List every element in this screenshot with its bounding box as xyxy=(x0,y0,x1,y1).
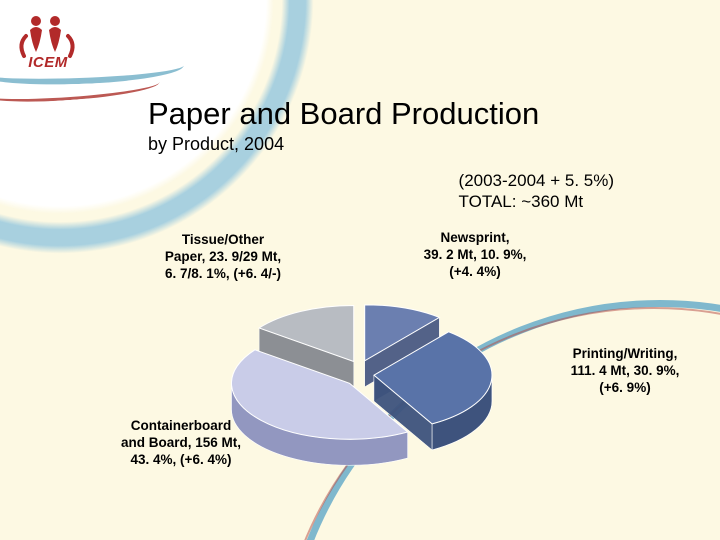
label-news-l2: 39. 2 Mt, 10. 9%, xyxy=(424,247,527,262)
label-printing: Printing/Writing, 111. 4 Mt, 30. 9%, (+6… xyxy=(540,346,710,397)
label-newsprint: Newsprint, 39. 2 Mt, 10. 9%, (+4. 4%) xyxy=(400,230,550,281)
logo-figures-icon xyxy=(14,12,82,60)
label-print-l2: 111. 4 Mt, 30. 9%, xyxy=(571,363,680,378)
label-tissue-l2: Paper, 23. 9/29 Mt, xyxy=(165,249,281,264)
label-board-l2: and Board, 156 Mt, xyxy=(121,435,241,450)
label-news-l1: Newsprint, xyxy=(440,230,509,245)
slide-subtitle: by Product, 2004 xyxy=(148,134,539,155)
label-print-l3: (+6. 9%) xyxy=(599,380,650,395)
label-tissue-l3: 6. 7/8. 1%, (+6. 4/-) xyxy=(165,266,281,281)
slide-title: Paper and Board Production xyxy=(148,96,539,132)
label-tissue-l1: Tissue/Other xyxy=(182,232,264,247)
label-print-l1: Printing/Writing, xyxy=(573,346,678,361)
label-board-l1: Containerboard xyxy=(131,418,232,433)
label-containerboard: Containerboard and Board, 156 Mt, 43. 4%… xyxy=(96,418,266,469)
label-board-l3: 43. 4%, (+6. 4%) xyxy=(131,452,232,467)
logo: ICEM xyxy=(14,12,82,80)
annotation-line1: (2003-2004 + 5. 5%) xyxy=(459,170,614,191)
annotation-block: (2003-2004 + 5. 5%) TOTAL: ~360 Mt xyxy=(459,170,614,213)
title-block: Paper and Board Production by Product, 2… xyxy=(148,96,539,155)
annotation-line2: TOTAL: ~360 Mt xyxy=(459,191,614,212)
label-tissue: Tissue/Other Paper, 23. 9/29 Mt, 6. 7/8.… xyxy=(138,232,308,283)
slide-root: ICEM Paper and Board Production by Produ… xyxy=(0,0,720,540)
label-news-l3: (+4. 4%) xyxy=(449,264,500,279)
